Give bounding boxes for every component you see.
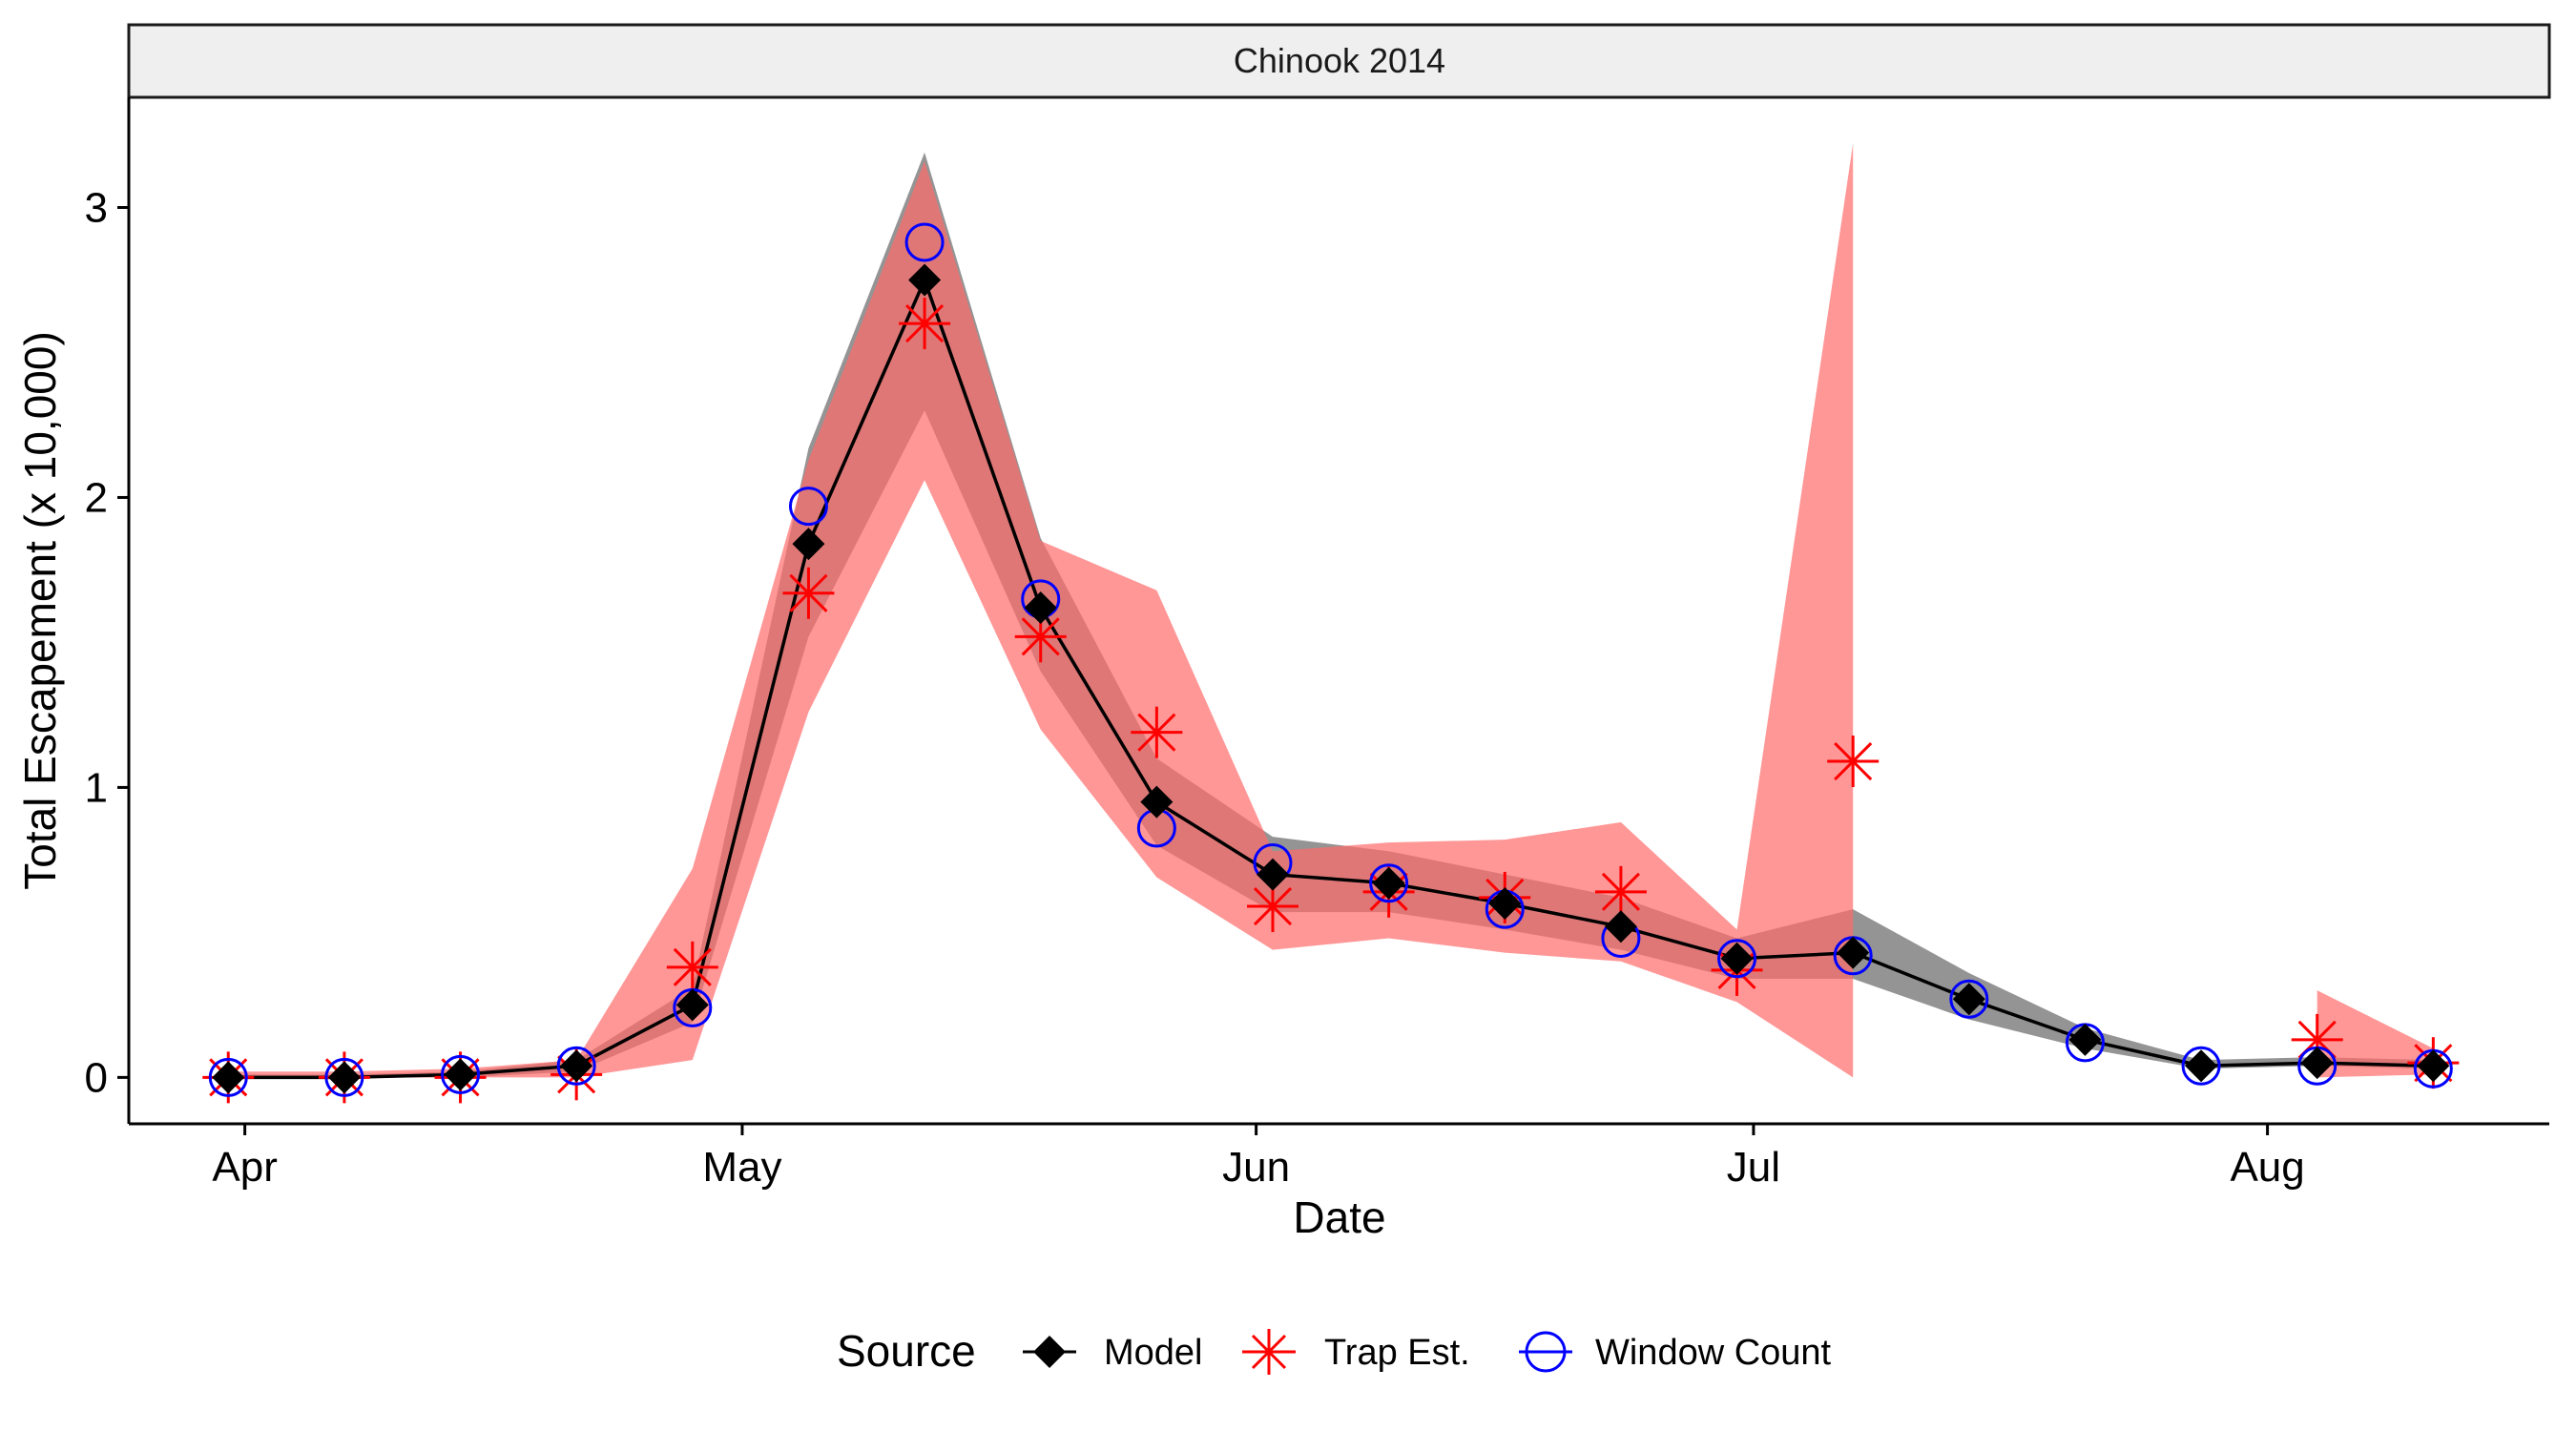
legend-key-window — [1519, 1331, 1572, 1373]
trap-band — [2316, 990, 2434, 1078]
model-point — [1024, 591, 1057, 624]
legend-title: Source — [837, 1326, 976, 1376]
model-point — [444, 1058, 477, 1091]
model-point — [1952, 983, 1985, 1016]
model-point — [212, 1061, 245, 1094]
trap-point — [899, 298, 951, 350]
model-point — [675, 988, 709, 1022]
window-count-point — [556, 1046, 596, 1086]
legend-key-model — [1023, 1336, 1076, 1368]
data-markers — [202, 222, 2460, 1104]
x-tick-label: Apr — [212, 1144, 277, 1191]
x-tick-label: Jul — [1727, 1144, 1780, 1191]
facet-strip — [127, 23, 2551, 99]
model-series-line — [228, 275, 2434, 1080]
y-tick-label: 1 — [85, 764, 108, 811]
model-point — [560, 1049, 593, 1083]
model-point — [2185, 1049, 2218, 1083]
window-count-point — [441, 1054, 481, 1094]
model-point — [2300, 1047, 2334, 1080]
window-count-point — [208, 1057, 248, 1097]
trap-point — [782, 567, 835, 619]
y-tick-label: 3 — [85, 185, 108, 232]
model-point — [2068, 1023, 2102, 1056]
window-count-point — [1369, 863, 1409, 903]
window-count-point — [1949, 979, 1989, 1019]
window-count-point — [788, 487, 828, 527]
model-point — [1604, 910, 1637, 944]
model-point — [1837, 936, 1870, 969]
x-axis-title: Date — [1293, 1192, 1385, 1242]
x-tick-label: Aug — [2230, 1144, 2304, 1191]
model-point — [1140, 785, 1174, 819]
legend-label-window: Window Count — [1595, 1333, 1832, 1373]
legend-label-trap: Trap Est. — [1324, 1333, 1470, 1373]
window-count-point — [904, 222, 945, 262]
window-count-point — [324, 1057, 364, 1097]
model-point — [908, 263, 942, 297]
window-count-point — [1717, 939, 1757, 979]
confidence-bands — [228, 143, 2434, 1078]
model-point — [1720, 942, 1754, 975]
model-point — [327, 1061, 361, 1094]
trap-point — [1594, 865, 1647, 918]
facet-label: Chinook 2014 — [1234, 41, 1445, 80]
legend-window-circle — [1525, 1331, 1567, 1373]
x-tick-label: May — [702, 1144, 781, 1191]
y-axis-ticks: 0 1 2 3 — [85, 185, 129, 1101]
trap-point — [1827, 736, 1880, 788]
legend-key-trap — [1242, 1329, 1296, 1375]
y-axis-title: Total Escapement (x 10,000) — [15, 331, 65, 890]
legend-label-model: Model — [1104, 1333, 1203, 1373]
model-point — [2417, 1049, 2450, 1083]
trap-point — [1131, 706, 1183, 758]
model-point — [1256, 858, 1289, 891]
model-point — [1372, 866, 1405, 900]
x-axis-ticks: Apr May Jun Jul Aug — [212, 1124, 2305, 1191]
model-line — [228, 275, 2434, 1080]
x-tick-label: Jun — [1222, 1144, 1290, 1191]
legend: Source Model Trap Est. Window Count — [837, 1326, 1832, 1376]
trap-point — [666, 941, 718, 993]
y-tick-label: 2 — [85, 474, 108, 521]
y-tick-label: 0 — [85, 1054, 108, 1101]
legend-model-diamond — [1033, 1336, 1066, 1368]
window-count-point — [2181, 1046, 2221, 1086]
model-point — [1488, 886, 1522, 920]
model-point — [792, 528, 825, 561]
